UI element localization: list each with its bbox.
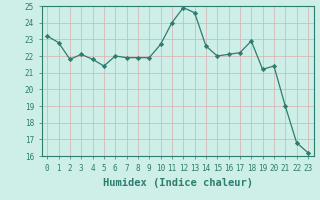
X-axis label: Humidex (Indice chaleur): Humidex (Indice chaleur) bbox=[103, 178, 252, 188]
